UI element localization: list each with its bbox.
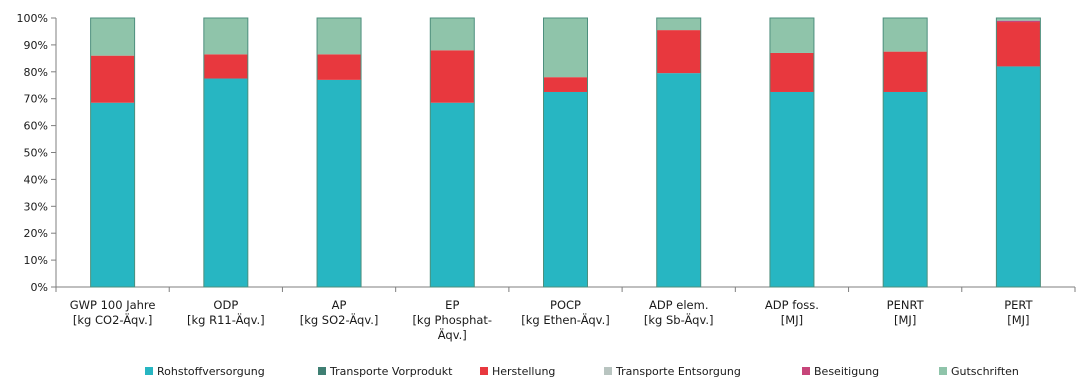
y-tick-label: 10% bbox=[24, 254, 48, 267]
bar-segment-herstellung bbox=[543, 77, 588, 92]
bar-outline bbox=[90, 17, 136, 288]
x-category-label-line: ADP elem. bbox=[649, 298, 709, 312]
x-axis-labels: GWP 100 Jahre [kg CO2-Äqv.] ODP [kg R11-Äqv… bbox=[70, 298, 1034, 342]
bar-segment-gutschriften bbox=[656, 18, 701, 31]
x-category-label-line: GWP 100 Jahre bbox=[70, 298, 156, 312]
x-category-label-line: [kg Sb-Äqv.] bbox=[644, 312, 714, 327]
legend-swatch bbox=[480, 367, 488, 375]
x-category-label: AP [kg SO2-Äqv.] bbox=[300, 298, 379, 327]
legend-swatch bbox=[939, 367, 947, 375]
bar-segment-gutschriften bbox=[203, 18, 248, 55]
x-category-label-line: [kg Phosphat- bbox=[412, 313, 492, 327]
y-tick-label: 80% bbox=[24, 66, 48, 79]
x-category-label-line: [MJ] bbox=[1007, 313, 1029, 327]
x-category-label: EP [kg Phosphat-Äqv.] bbox=[412, 298, 492, 342]
x-category-label-line: EP bbox=[445, 298, 459, 312]
x-category-label: GWP 100 Jahre [kg CO2-Äqv.] bbox=[70, 298, 156, 327]
bar-outline bbox=[543, 17, 588, 288]
legend-label: Gutschriften bbox=[951, 365, 1019, 378]
chart-bars bbox=[90, 17, 1041, 288]
bar-outline bbox=[882, 17, 928, 288]
y-tick-label: 0% bbox=[31, 281, 48, 294]
legend-swatch bbox=[604, 367, 612, 375]
x-category-label-line: [kg CO2-Äqv.] bbox=[73, 312, 152, 327]
bar-segment-rohstoffversorgung bbox=[996, 66, 1041, 287]
legend-label: Transporte Vorprodukt bbox=[329, 365, 453, 378]
x-category-label: PERT [MJ] bbox=[1004, 298, 1033, 327]
x-category-label-line: ADP foss. bbox=[765, 298, 819, 312]
x-category-label-line: PERT bbox=[1004, 298, 1033, 312]
x-category-label-line: [kg Ethen-Äqv.] bbox=[521, 312, 609, 327]
bar-segment-herstellung bbox=[430, 50, 475, 103]
bar-outline bbox=[656, 17, 702, 288]
bar-segment-herstellung bbox=[656, 30, 701, 74]
x-category-label-line: [kg R11-Äqv.] bbox=[187, 312, 265, 327]
bar-outline bbox=[769, 17, 815, 288]
bar-segment-rohstoffversorgung bbox=[90, 102, 135, 287]
bar-segment-rohstoffversorgung bbox=[430, 102, 475, 287]
bar-segment-herstellung bbox=[317, 54, 362, 80]
x-category-label: ADP foss. [MJ] bbox=[765, 298, 819, 327]
bar-outline bbox=[995, 17, 1041, 288]
chart-legend: Rohstoffversorgung Transporte Vorprodukt H… bbox=[145, 365, 1019, 378]
x-category-label: ODP [kg R11-Äqv.] bbox=[187, 298, 265, 327]
x-category-label: POCP [kg Ethen-Äqv.] bbox=[521, 298, 609, 327]
x-category-label-line: Äqv.] bbox=[438, 327, 467, 342]
bar-outline bbox=[429, 17, 475, 288]
bar-segment-herstellung bbox=[996, 22, 1041, 67]
y-tick-label: 30% bbox=[24, 200, 48, 213]
bar-segment-gutschriften bbox=[996, 18, 1041, 21]
y-tick-label: 90% bbox=[24, 39, 48, 52]
x-category-label-line: PENRT bbox=[887, 298, 925, 312]
bar-segment-gutschriften bbox=[543, 18, 588, 78]
bar-segment-herstellung bbox=[883, 51, 928, 92]
y-tick-label: 60% bbox=[24, 120, 48, 133]
bar-segment-gutschriften bbox=[883, 18, 928, 52]
bar-segment-gutschriften bbox=[90, 18, 135, 56]
bar-segment-gutschriften bbox=[317, 18, 362, 55]
legend-label: Herstellung bbox=[492, 365, 555, 378]
bar-segment-rohstoffversorgung bbox=[317, 79, 362, 288]
bar-outline bbox=[203, 17, 249, 288]
bar-segment-rohstoffversorgung bbox=[203, 78, 248, 288]
bar-segment-beseitigung bbox=[996, 20, 1041, 23]
y-tick-label: 40% bbox=[24, 173, 48, 186]
bar-segment-herstellung bbox=[769, 52, 814, 92]
x-category-label-line: ODP bbox=[213, 298, 238, 312]
legend-label: Beseitigung bbox=[814, 365, 879, 378]
legend-swatch bbox=[145, 367, 153, 375]
x-category-label: ADP elem. [kg Sb-Äqv.] bbox=[644, 298, 714, 327]
bar-segment-gutschriften bbox=[769, 18, 814, 53]
bar-segment-rohstoffversorgung bbox=[656, 73, 701, 288]
y-tick-label: 100% bbox=[17, 12, 48, 25]
bar-segment-herstellung bbox=[203, 54, 248, 79]
x-category-label-line: [kg SO2-Äqv.] bbox=[300, 312, 379, 327]
y-tick-label: 70% bbox=[24, 93, 48, 106]
x-category-label: PENRT [MJ] bbox=[887, 298, 925, 327]
x-category-label-line: POCP bbox=[550, 298, 581, 312]
bar-segment-rohstoffversorgung bbox=[543, 91, 588, 287]
bar-segment-herstellung bbox=[90, 55, 135, 103]
bar-segment-rohstoffversorgung bbox=[883, 91, 928, 287]
bar-segment-rohstoffversorgung bbox=[769, 91, 814, 287]
bar-segment-gutschriften bbox=[430, 18, 475, 51]
y-tick-label: 20% bbox=[24, 227, 48, 240]
x-category-label-line: [MJ] bbox=[894, 313, 916, 327]
y-tick-label: 50% bbox=[24, 147, 48, 160]
x-category-label-line: AP bbox=[332, 298, 347, 312]
bar-outline bbox=[316, 17, 362, 288]
x-category-label-line: [MJ] bbox=[781, 313, 803, 327]
legend-swatch bbox=[318, 367, 326, 375]
legend-swatch bbox=[802, 367, 810, 375]
legend-label: Rohstoffversorgung bbox=[157, 365, 265, 378]
legend-label: Transporte Entsorgung bbox=[615, 365, 741, 378]
